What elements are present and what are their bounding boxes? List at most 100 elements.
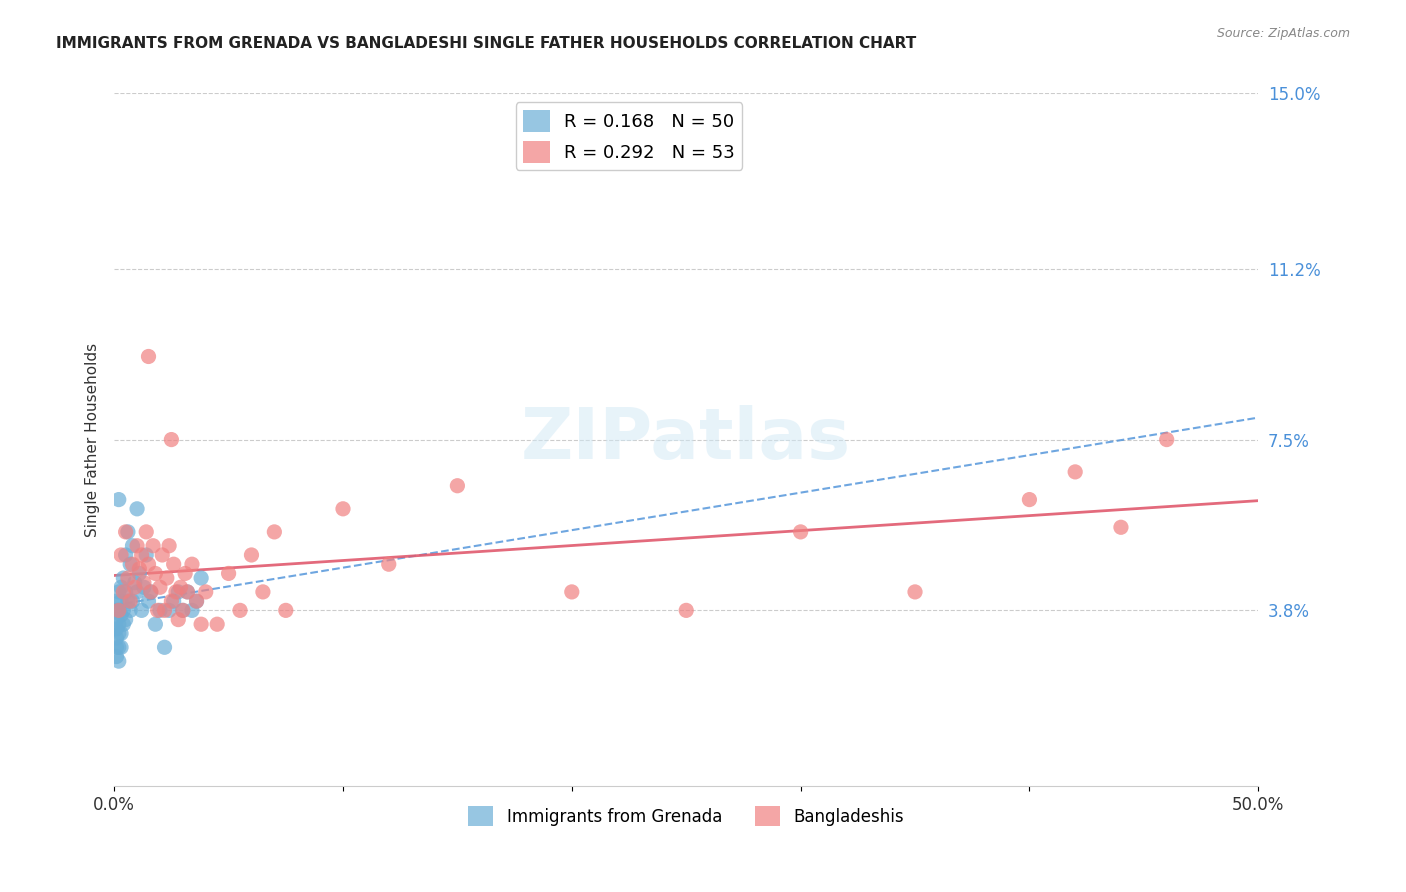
Point [149, 603, 172, 617]
Point [153, 603, 176, 617]
Y-axis label: Single Father Households: Single Father Households [86, 343, 100, 537]
Point [789, 524, 811, 539]
Point [145, 617, 167, 632]
Point [131, 548, 153, 562]
Point [120, 558, 142, 572]
Point [218, 566, 240, 581]
Point [110, 548, 132, 562]
Point [1156, 433, 1178, 447]
Legend: Immigrants from Grenada, Bangladeshis: Immigrants from Grenada, Bangladeshis [461, 799, 911, 833]
Point [110, 640, 132, 655]
Point [124, 575, 146, 590]
Point [105, 613, 128, 627]
Point [150, 548, 173, 562]
Point [117, 594, 139, 608]
Point [274, 603, 297, 617]
Text: ZIPatlas: ZIPatlas [522, 405, 851, 474]
Point [149, 580, 172, 594]
Point [132, 575, 155, 590]
Point [110, 594, 132, 608]
Point [172, 603, 194, 617]
Point [124, 580, 146, 594]
Point [132, 580, 155, 594]
Point [110, 580, 132, 594]
Point [125, 501, 148, 516]
Point [112, 571, 135, 585]
Point [107, 617, 129, 632]
Point [125, 539, 148, 553]
Point [1064, 465, 1087, 479]
Point [186, 594, 208, 608]
Point [105, 649, 128, 664]
Point [125, 585, 148, 599]
Point [174, 566, 197, 581]
Point [561, 585, 583, 599]
Point [145, 566, 167, 581]
Point [131, 603, 153, 617]
Point [120, 603, 142, 617]
Point [332, 501, 354, 516]
Point [156, 571, 179, 585]
Point [190, 571, 212, 585]
Point [120, 594, 142, 608]
Point [107, 640, 129, 655]
Point [128, 562, 150, 576]
Point [904, 585, 927, 599]
Point [157, 603, 180, 617]
Point [163, 594, 186, 608]
Point [1109, 520, 1132, 534]
Point [181, 603, 204, 617]
Point [139, 585, 162, 599]
Point [121, 558, 143, 572]
Point [128, 566, 150, 581]
Point [153, 640, 176, 655]
Point [172, 603, 194, 617]
Point [138, 350, 160, 364]
Point [252, 585, 274, 599]
Point [107, 585, 129, 599]
Point [114, 548, 136, 562]
Point [146, 603, 169, 617]
Point [138, 594, 160, 608]
Text: IMMIGRANTS FROM GRENADA VS BANGLADESHI SINGLE FATHER HOUSEHOLDS CORRELATION CHAR: IMMIGRANTS FROM GRENADA VS BANGLADESHI S… [56, 36, 917, 51]
Point [263, 524, 285, 539]
Point [205, 617, 228, 632]
Point [675, 603, 697, 617]
Point [160, 594, 183, 608]
Point [107, 654, 129, 668]
Point [157, 539, 180, 553]
Point [229, 603, 252, 617]
Point [163, 558, 186, 572]
Point [139, 585, 162, 599]
Point [194, 585, 217, 599]
Point [107, 626, 129, 640]
Point [167, 613, 190, 627]
Point [135, 524, 157, 539]
Point [114, 524, 136, 539]
Point [112, 603, 135, 617]
Point [138, 558, 160, 572]
Point [240, 548, 263, 562]
Point [142, 539, 165, 553]
Point [186, 594, 208, 608]
Point [121, 594, 143, 608]
Point [107, 603, 129, 617]
Point [114, 613, 136, 627]
Point [160, 433, 183, 447]
Point [105, 594, 128, 608]
Point [105, 640, 128, 655]
Point [1018, 492, 1040, 507]
Point [167, 585, 190, 599]
Point [114, 585, 136, 599]
Point [121, 539, 143, 553]
Point [176, 585, 198, 599]
Point [117, 571, 139, 585]
Text: Source: ZipAtlas.com: Source: ZipAtlas.com [1216, 27, 1350, 40]
Point [107, 603, 129, 617]
Point [105, 631, 128, 645]
Point [181, 558, 204, 572]
Point [169, 580, 191, 594]
Point [107, 492, 129, 507]
Point [377, 558, 399, 572]
Point [110, 607, 132, 622]
